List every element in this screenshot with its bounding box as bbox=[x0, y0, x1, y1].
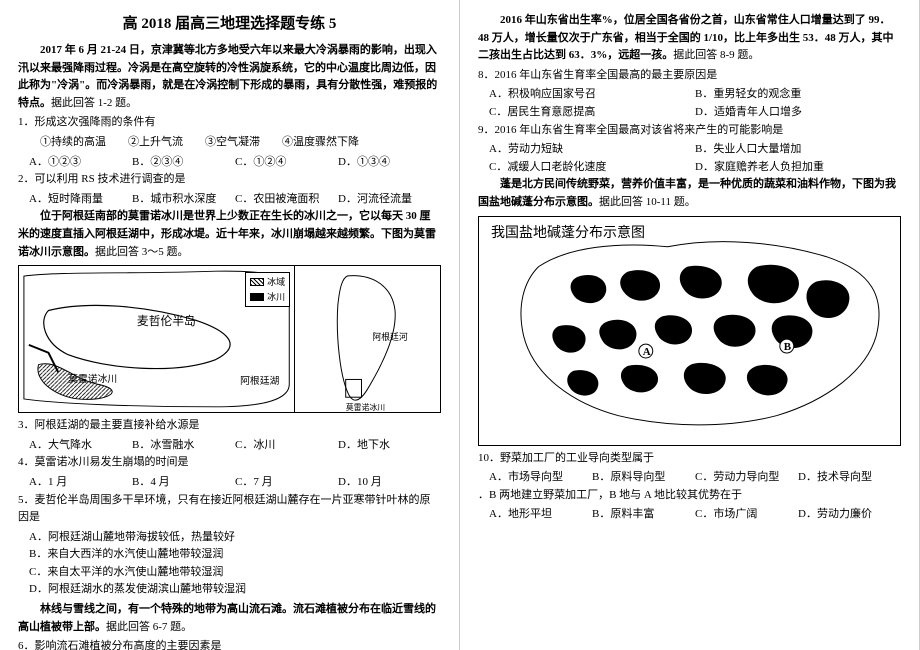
q10-opt-c: C．劳动力导向型 bbox=[695, 469, 798, 487]
q1-opt-d: D．①③④ bbox=[338, 154, 441, 172]
q8-opt-a: A．积极响应国家号召 bbox=[489, 86, 695, 104]
q5: 5．麦哲伦半岛周围多干旱环境，只有在接近阿根廷湖山麓存在一片亚寒带针叶林的原因是 bbox=[18, 492, 441, 527]
legend1: 冰域 bbox=[267, 275, 285, 289]
q9: 9．2016 年山东省生育率全国最高对该省将来产生的可能影响是 bbox=[478, 122, 901, 140]
q11-opt-b: B．原料丰富 bbox=[592, 506, 695, 524]
q5-opt-d: D．阿根廷湖水的蒸发使湖滨山麓地带较湿润 bbox=[29, 581, 441, 599]
q1-items: ①持续的高温 ②上升气流 ③空气凝滞 ④温度骤然下降 bbox=[18, 134, 441, 152]
q4-opt-a: A．1 月 bbox=[29, 474, 132, 492]
q3-opt-a: A．大气降水 bbox=[29, 437, 132, 455]
label-a: A bbox=[643, 346, 651, 358]
q4-opt-c: C．7 月 bbox=[235, 474, 338, 492]
q10-opt-a: A．市场导向型 bbox=[489, 469, 592, 487]
q3-opt-d: D．地下水 bbox=[338, 437, 441, 455]
label-river: 阿根廷河 bbox=[373, 331, 409, 342]
q10-opt-d: D．技术导向型 bbox=[798, 469, 901, 487]
q5-opt-b: B．来自大西洋的水汽使山麓地带较湿润 bbox=[29, 546, 441, 564]
q2-opt-a: A．短时降雨量 bbox=[29, 191, 132, 209]
passage-2-text: 位于阿根廷南部的莫雷诺冰川是世界上少数正在生长的冰川之一，它以每天 30 厘米的… bbox=[18, 210, 436, 257]
swatch-solid bbox=[250, 293, 264, 301]
q9-opt-c: C．减缓人口老龄化速度 bbox=[489, 159, 695, 177]
q1-options: A．①②③ B．②③④ C．①②④ D．①③④ bbox=[18, 154, 441, 172]
q11-options: A．地形平坦 B．原料丰富 C．市场广阔 D．劳动力廉价 bbox=[478, 506, 901, 524]
legend: 冰域 冰川 bbox=[245, 272, 290, 307]
q11-opt-d: D．劳动力廉价 bbox=[798, 506, 901, 524]
q3: 3．阿根廷湖的最主要直接补给水源是 bbox=[18, 417, 441, 435]
passage-r1: 2016 年山东省出生率%，位居全国各省份之首，山东省常住人口增量达到了 99．… bbox=[478, 12, 901, 65]
q8-opt-c: C．居民生育意愿提高 bbox=[489, 104, 695, 122]
title: 高 2018 届高三地理选择题专练 5 bbox=[18, 12, 441, 36]
q1-opt-b: B．②③④ bbox=[132, 154, 235, 172]
q5-opt-c: C．来自太平洋的水汽使山麓地带较湿润 bbox=[29, 564, 441, 582]
passage-3-text: 林线与雪线之间，有一个特殊的地带为高山流石滩。流石滩植被分布在临近雪线的高山植被… bbox=[18, 603, 436, 633]
legend-row-2: 冰川 bbox=[250, 290, 285, 304]
passage-r2-tail: 据此回答 10-11 题。 bbox=[599, 196, 696, 208]
q1: 1．形成这次强降雨的条件有 bbox=[18, 114, 441, 132]
q2-opt-b: B．城市积水深度 bbox=[132, 191, 235, 209]
q10-options: A．市场导向型 B．原料导向型 C．劳动力导向型 D．技术导向型 bbox=[478, 469, 901, 487]
q5-options: A．阿根廷湖山麓地带海拔较低，热量较好 B．来自大西洋的水汽使山麓地带较湿润 C… bbox=[18, 529, 441, 599]
figure-china-map: 我国盐地碱蓬分布示意图 A B bbox=[478, 216, 901, 446]
q3-opt-c: C．冰川 bbox=[235, 437, 338, 455]
figure-glacier-main: 麦哲伦半岛 莫雷诺冰川 阿根廷湖 冰域 冰川 bbox=[19, 266, 295, 412]
q10-opt-b: B．原料导向型 bbox=[592, 469, 695, 487]
china-svg: A B bbox=[479, 217, 900, 445]
q2-opt-d: D．河流径流量 bbox=[338, 191, 441, 209]
q10: 10．野菜加工厂的工业导向类型属于 bbox=[478, 450, 901, 468]
q2: 2．可以利用 RS 技术进行调查的是 bbox=[18, 171, 441, 189]
q1-opt-a: A．①②③ bbox=[29, 154, 132, 172]
passage-2: 位于阿根廷南部的莫雷诺冰川是世界上少数正在生长的冰川之一，它以每天 30 厘米的… bbox=[18, 208, 441, 261]
label-peninsula: 麦哲伦半岛 bbox=[137, 314, 196, 328]
figure-south-america: 阿根廷河 莫雷诺冰川 bbox=[295, 266, 440, 412]
passage-1-tail: 据此回答 1-2 题。 bbox=[51, 97, 137, 109]
q4-options: A．1 月 B．4 月 C．7 月 D．10 月 bbox=[18, 474, 441, 492]
q9-opt-b: B．失业人口大量增加 bbox=[695, 141, 901, 159]
figure-glacier-map: 麦哲伦半岛 莫雷诺冰川 阿根廷湖 冰域 冰川 阿根廷河 莫雷诺冰川 bbox=[18, 265, 441, 413]
q8-opt-b: B．重男轻女的观念重 bbox=[695, 86, 901, 104]
q8-options: A．积极响应国家号召 B．重男轻女的观念重 C．居民生育意愿提高 D．适婚青年人… bbox=[478, 86, 901, 121]
q2-options: A．短时降雨量 B．城市积水深度 C．农田被淹面积 D．河流径流量 bbox=[18, 191, 441, 209]
page-right: 2016 年山东省出生率%，位居全国各省份之首，山东省常住人口增量达到了 99．… bbox=[460, 0, 920, 650]
q5-opt-a: A．阿根廷湖山麓地带海拔较低，热量较好 bbox=[29, 529, 441, 547]
q11: ．B 两地建立野菜加工厂，B 地与 A 地比较其优势在于 bbox=[478, 487, 901, 505]
q11-opt-c: C．市场广阔 bbox=[695, 506, 798, 524]
q9-opt-d: D．家庭赡养老人负担加重 bbox=[695, 159, 901, 177]
q4: 4．莫雷诺冰川易发生崩塌的时间是 bbox=[18, 454, 441, 472]
page-left: 高 2018 届高三地理选择题专练 5 2017 年 6 月 21-24 日，京… bbox=[0, 0, 460, 650]
q3-options: A．大气降水 B．冰雪融水 C．冰川 D．地下水 bbox=[18, 437, 441, 455]
sa-svg: 阿根廷河 莫雷诺冰川 bbox=[295, 266, 440, 412]
q4-opt-b: B．4 月 bbox=[132, 474, 235, 492]
q8: 8．2016 年山东省生育率全国最高的最主要原因是 bbox=[478, 67, 901, 85]
passage-r1-tail: 据此回答 8-9 题。 bbox=[673, 49, 759, 61]
passage-1: 2017 年 6 月 21-24 日，京津冀等北方多地受六年以来最大冷涡暴雨的影… bbox=[18, 42, 441, 112]
label-scale: 莫雷诺冰川 bbox=[346, 402, 385, 412]
label-glacier: 莫雷诺冰川 bbox=[68, 372, 117, 385]
label-lake: 阿根廷湖 bbox=[240, 374, 279, 387]
q8-opt-d: D．适婚青年人口增多 bbox=[695, 104, 901, 122]
q4-opt-d: D．10 月 bbox=[338, 474, 441, 492]
swatch-hatch bbox=[250, 278, 264, 286]
legend-row-1: 冰域 bbox=[250, 275, 285, 289]
legend2: 冰川 bbox=[267, 290, 285, 304]
q1-opt-c: C．①②④ bbox=[235, 154, 338, 172]
q9-options: A．劳动力短缺 B．失业人口大量增加 C．减缓人口老龄化速度 D．家庭赡养老人负… bbox=[478, 141, 901, 176]
distribution-blobs bbox=[552, 264, 849, 395]
q11-opt-a: A．地形平坦 bbox=[489, 506, 592, 524]
q2-opt-c: C．农田被淹面积 bbox=[235, 191, 338, 209]
passage-3: 林线与雪线之间，有一个特殊的地带为高山流石滩。流石滩植被分布在临近雪线的高山植被… bbox=[18, 601, 441, 636]
q6: 6．影响流石滩植被分布高度的主要因素是 bbox=[18, 638, 441, 650]
passage-2-tail: 据此回答 3～5 题。 bbox=[95, 246, 189, 258]
passage-3-tail: 据此回答 6-7 题。 bbox=[106, 621, 192, 633]
q3-opt-b: B．冰雪融水 bbox=[132, 437, 235, 455]
label-b: B bbox=[784, 341, 791, 353]
passage-r2: 蓬是北方民间传统野菜，营养价值丰富，是一种优质的蔬菜和油料作物，下图为我国盐地碱… bbox=[478, 176, 901, 211]
q9-opt-a: A．劳动力短缺 bbox=[489, 141, 695, 159]
